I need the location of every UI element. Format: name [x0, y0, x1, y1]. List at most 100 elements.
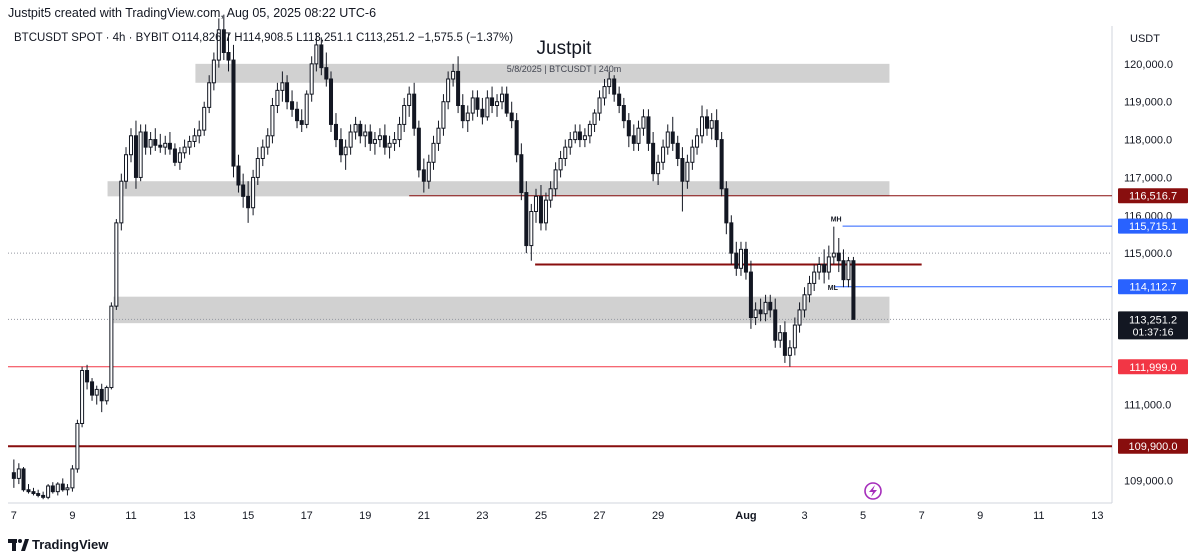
bar-countdown-label: 01:37:16 — [1133, 326, 1174, 338]
price-badge-label: 114,112.7 — [1129, 282, 1176, 294]
time-tick-label: 27 — [593, 510, 605, 522]
currency-label[interactable]: USDT — [1130, 33, 1160, 45]
flash-bolt-icon — [869, 485, 877, 497]
footer-bar: TradingView — [0, 530, 1200, 558]
candle-body — [387, 142, 392, 148]
price-badge-label: 111,999.0 — [1129, 362, 1176, 374]
candle-body — [592, 112, 597, 125]
candle-body — [538, 195, 543, 224]
candle-body — [251, 176, 256, 209]
candle-body — [50, 485, 55, 493]
candle-body — [207, 82, 212, 108]
candle-body — [787, 347, 792, 356]
candle-body — [328, 78, 334, 125]
candle-body — [260, 146, 265, 159]
symbol-legend: BTCUSDT SPOT · 4h · BYBIT O114,826.7 H11… — [14, 32, 513, 44]
candle-body — [612, 78, 617, 95]
candle-body — [319, 44, 324, 69]
candle-body — [807, 282, 812, 296]
candle-body — [758, 309, 763, 315]
candle-body — [851, 260, 856, 320]
candle-body — [270, 105, 275, 137]
time-tick-label: 15 — [242, 510, 254, 522]
price-badge-label: 109,900.0 — [1129, 441, 1178, 453]
candle-body — [700, 116, 705, 137]
candle-body — [65, 487, 70, 491]
candle-body — [333, 123, 338, 141]
candle-body — [416, 127, 421, 171]
candle-body — [421, 169, 426, 182]
candle-body — [167, 142, 172, 150]
candle-body — [734, 252, 739, 269]
candle-body — [675, 142, 680, 160]
candle-body — [558, 158, 563, 171]
candle-body — [670, 131, 675, 144]
candle-body — [11, 472, 16, 479]
candle-body — [500, 93, 505, 103]
price-tick-label: 111,000.0 — [1124, 400, 1171, 412]
candle-body — [514, 120, 519, 156]
candle-body — [348, 131, 353, 148]
candle-body — [690, 146, 695, 163]
candle-body — [817, 264, 822, 273]
candle-body — [729, 222, 734, 254]
price-badge — [1118, 279, 1188, 295]
candle-body — [548, 188, 553, 201]
candle-body — [143, 131, 148, 148]
annotation-mh: MH — [831, 217, 842, 224]
candle-body — [109, 305, 114, 389]
candle-body — [158, 144, 163, 148]
candle-body — [60, 483, 65, 491]
candle-body — [304, 93, 309, 125]
candle-body — [338, 139, 343, 156]
time-tick-label: 3 — [801, 510, 807, 522]
candle-body — [192, 135, 197, 142]
candle-body — [265, 135, 270, 148]
candle-body — [285, 82, 290, 103]
candle-body — [211, 59, 216, 84]
candle-body — [470, 97, 475, 114]
candle-body — [597, 97, 602, 114]
candle-body — [792, 324, 797, 349]
price-badge-label: 115,715.1 — [1129, 221, 1177, 233]
time-tick-label: 13 — [1091, 510, 1103, 522]
time-tick-label: 23 — [476, 510, 488, 522]
candle-body — [231, 59, 236, 167]
candle-body — [114, 222, 119, 307]
candle-body — [656, 161, 661, 175]
candle-body — [602, 86, 607, 99]
candle-body — [70, 468, 75, 489]
candle-body — [519, 154, 524, 194]
candle-body — [631, 135, 636, 144]
candle-body — [680, 158, 685, 182]
candle-body — [573, 131, 578, 141]
candle-body — [651, 142, 656, 175]
tradingview-brand-text: TradingView — [32, 537, 109, 552]
candle-body — [563, 146, 568, 159]
candle-body — [382, 135, 387, 148]
candle-body — [577, 131, 582, 141]
candle-body — [26, 489, 31, 493]
candle-body — [55, 483, 60, 493]
time-tick-label: 7 — [11, 510, 17, 522]
candle-body — [641, 116, 646, 129]
candle-body — [80, 370, 85, 424]
candle-body — [480, 108, 485, 118]
flash-icon[interactable] — [864, 482, 882, 500]
candle-body — [431, 142, 436, 163]
price-tick-label: 115,000.0 — [1124, 248, 1172, 260]
candle-body — [617, 93, 622, 107]
candle-body — [665, 131, 670, 148]
candle-body — [582, 135, 587, 141]
candle-body — [446, 78, 451, 103]
candle-body — [831, 252, 836, 258]
candle-body — [426, 161, 431, 182]
candle-body — [172, 148, 177, 163]
candle-body — [402, 105, 407, 125]
candle-body — [353, 123, 358, 133]
candle-body — [714, 120, 719, 141]
price-tick-label: 118,000.0 — [1124, 135, 1172, 147]
candle-body — [441, 101, 446, 129]
price-badge — [1118, 188, 1188, 204]
